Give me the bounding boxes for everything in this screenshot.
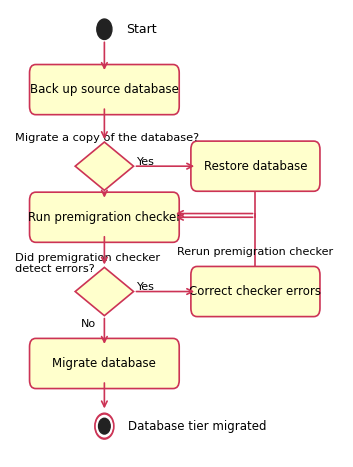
Text: No: No (81, 319, 96, 329)
Text: Yes: Yes (137, 156, 155, 167)
FancyBboxPatch shape (191, 141, 320, 191)
FancyBboxPatch shape (30, 192, 179, 242)
Text: Migrate a copy of the database?: Migrate a copy of the database? (15, 134, 199, 143)
Text: Correct checker errors: Correct checker errors (190, 285, 322, 298)
Text: Back up source database: Back up source database (30, 83, 179, 96)
Text: Database tier migrated: Database tier migrated (128, 420, 266, 432)
Circle shape (97, 19, 112, 39)
Circle shape (98, 418, 110, 434)
Text: Start: Start (126, 23, 156, 36)
Text: Run premigration checker: Run premigration checker (28, 211, 181, 224)
Circle shape (95, 413, 114, 439)
FancyBboxPatch shape (191, 267, 320, 317)
Circle shape (96, 416, 112, 437)
Text: Migrate database: Migrate database (53, 357, 156, 370)
Text: No: No (81, 194, 96, 204)
Text: Restore database: Restore database (204, 160, 307, 173)
Text: Did premigration checker
detect errors?: Did premigration checker detect errors? (15, 253, 160, 275)
Polygon shape (75, 268, 133, 316)
Polygon shape (75, 142, 133, 191)
Text: Rerun premigration checker: Rerun premigration checker (177, 247, 334, 257)
FancyBboxPatch shape (30, 64, 179, 115)
FancyBboxPatch shape (30, 339, 179, 389)
Text: Yes: Yes (137, 282, 155, 292)
